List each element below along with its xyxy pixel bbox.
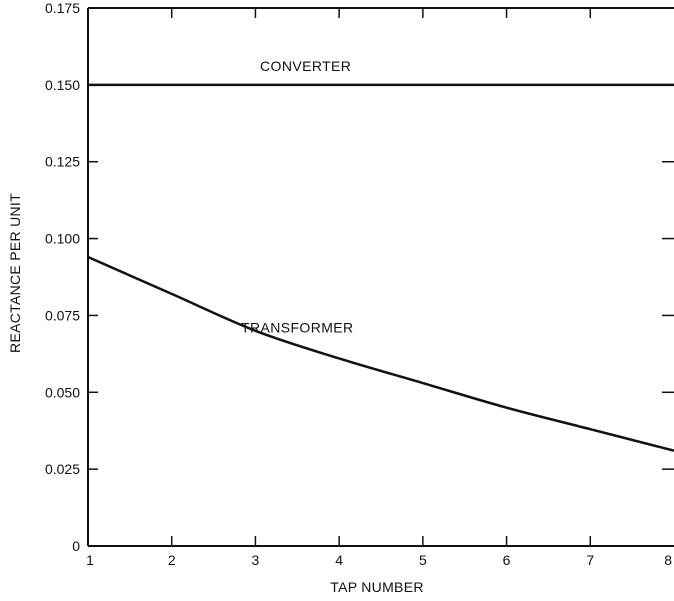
x-tick-label: 5: [419, 552, 427, 568]
x-tick-label: 6: [503, 552, 511, 568]
y-axis-ticks: 0 0.025 0.050 0.075 0.100 0.125 0.150 0.175: [45, 0, 674, 554]
plot-frame: [87, 7, 674, 547]
y-tick-label: 0.175: [45, 0, 80, 16]
x-axis-label: TAP NUMBER: [330, 579, 424, 595]
converter-label: CONVERTER: [260, 58, 351, 74]
x-axis-ticks: 1 2 3 4 5 6 7 8: [86, 8, 672, 568]
x-tick-label: 3: [252, 552, 260, 568]
series-labels: CONVERTER TRANSFORMER: [241, 58, 354, 335]
x-tick-label: 2: [168, 552, 176, 568]
y-tick-label: 0.050: [45, 384, 80, 400]
x-tick-label: 8: [664, 552, 672, 568]
x-tick-label: 4: [335, 552, 343, 568]
y-tick-label: 0.150: [45, 77, 80, 93]
y-axis-label: REACTANCE PER UNIT: [7, 193, 23, 353]
x-tick-label: 1: [86, 552, 94, 568]
series-lines: [87, 83, 674, 452]
transformer-line: [87, 255, 674, 452]
y-tick-label: 0.075: [45, 307, 80, 323]
y-tick-label: 0: [72, 538, 80, 554]
y-tick-label: 0.125: [45, 154, 80, 170]
y-tick-label: 0.100: [45, 231, 80, 247]
transformer-label: TRANSFORMER: [241, 319, 354, 335]
x-tick-label: 7: [586, 552, 594, 568]
y-tick-label: 0.025: [45, 461, 80, 477]
